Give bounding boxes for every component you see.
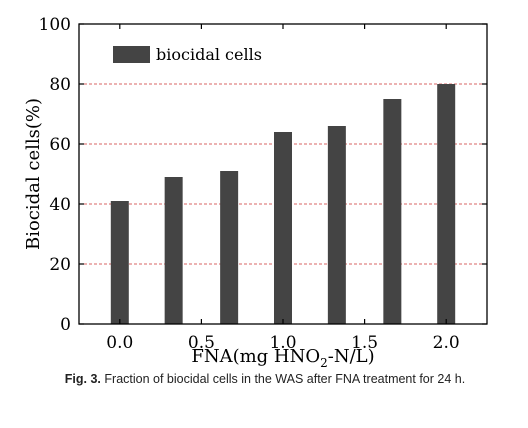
bar-6	[437, 84, 456, 324]
grid-lines	[79, 83, 487, 265]
bar-chart: 0 20 40 60 80 100 0.0 0.5 1.0 1.5 2.0 biocidal cel…	[23, 15, 488, 370]
x-tick-label: 2.0	[433, 333, 460, 353]
figure-caption: Fig. 3. Fraction of biocidal cells in th…	[20, 372, 510, 386]
bars	[110, 84, 456, 324]
bar-4	[327, 126, 346, 324]
axis-ticks: 0 20 40 60 80 100 0.0 0.5 1.0 1.5 2.0	[39, 15, 487, 353]
bar-5	[383, 99, 402, 324]
x-tick-label: 0.5	[188, 333, 215, 353]
x-tick-label: 1.5	[351, 333, 378, 353]
y-axis-label: Biocidal cells(%)	[23, 98, 44, 250]
x-tick-label: 1.0	[269, 333, 296, 353]
y-tick-label: 80	[49, 75, 71, 95]
y-tick-label: 40	[49, 195, 71, 215]
caption-text: Fraction of biocidal cells in the WAS af…	[104, 372, 466, 386]
x-axis-label-tail: -N/L)	[328, 346, 375, 367]
y-tick-label: 0	[60, 315, 71, 335]
bar-1	[164, 177, 183, 324]
y-tick-label: 100	[39, 15, 71, 35]
x-axis-label-main: FNA(mg HNO	[191, 346, 320, 367]
caption-label: Fig. 3.	[64, 372, 101, 386]
bar-0	[110, 201, 129, 324]
legend-swatch	[113, 46, 150, 63]
x-axis-label-subscript: 2	[320, 356, 328, 370]
bar-2	[220, 171, 239, 324]
y-tick-label: 60	[49, 135, 71, 155]
x-axis-label: FNA(mg HNO2-N/L)	[191, 346, 374, 370]
legend-label: biocidal cells	[156, 45, 262, 64]
x-tick-label: 0.0	[106, 333, 133, 353]
y-tick-label: 20	[49, 255, 71, 275]
bar-3	[274, 132, 292, 324]
legend: biocidal cells	[113, 45, 262, 64]
